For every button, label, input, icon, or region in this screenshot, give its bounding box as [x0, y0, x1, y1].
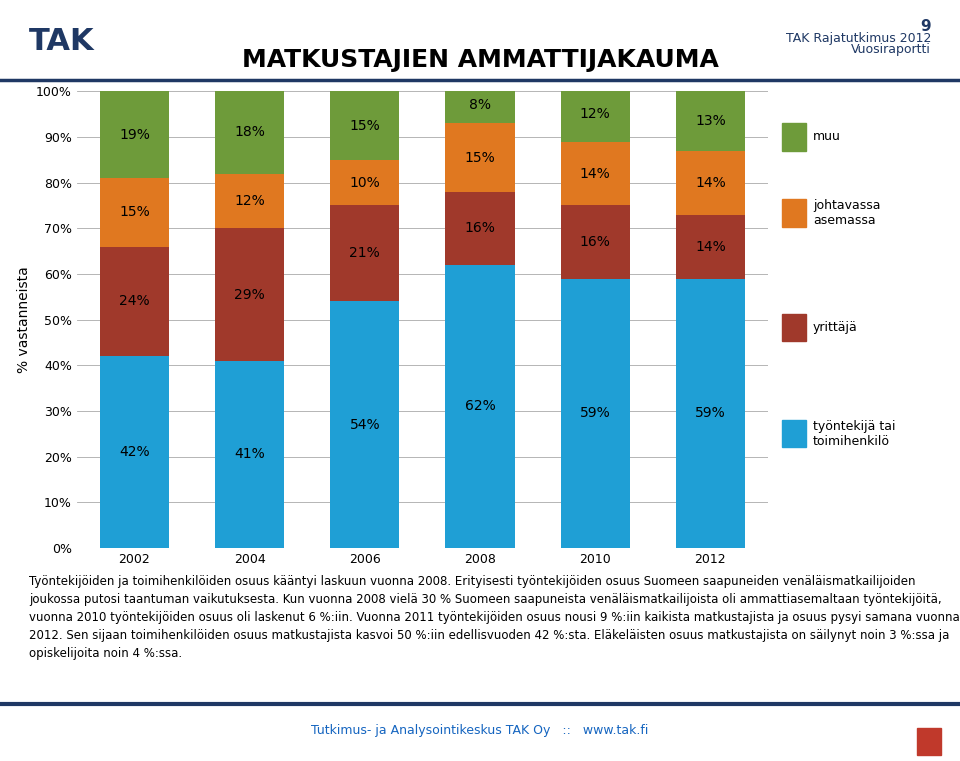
Text: Työntekijöiden ja toimihenkilöiden osuus kääntyi laskuun vuonna 2008. Erityisest: Työntekijöiden ja toimihenkilöiden osuus… [29, 575, 960, 660]
Text: 59%: 59% [695, 406, 726, 420]
Text: 12%: 12% [580, 107, 611, 121]
Text: 24%: 24% [119, 295, 150, 308]
Bar [100, 247, 169, 356]
Bar [215, 228, 284, 361]
Text: MATKUSTAJIEN AMMATTIJAKAUMA: MATKUSTAJIEN AMMATTIJAKAUMA [242, 48, 718, 72]
Text: johtavassa
asemassa: johtavassa asemassa [813, 199, 880, 227]
Text: 18%: 18% [234, 126, 265, 139]
Text: 59%: 59% [580, 406, 611, 420]
Bar [330, 301, 399, 548]
Bar [330, 160, 399, 205]
Bar [100, 356, 169, 548]
Bar [561, 142, 630, 205]
Text: 14%: 14% [695, 176, 726, 189]
Bar [445, 123, 515, 192]
Text: yrittäjä: yrittäjä [813, 320, 858, 334]
Text: 62%: 62% [465, 400, 495, 413]
Text: työntekijä tai
toimihenkilö: työntekijä tai toimihenkilö [813, 420, 896, 447]
Text: 15%: 15% [119, 205, 150, 219]
Text: 15%: 15% [349, 119, 380, 132]
Text: 42%: 42% [119, 445, 150, 459]
Bar [215, 174, 284, 228]
Text: 9: 9 [921, 19, 931, 34]
Bar [445, 265, 515, 548]
Text: 29%: 29% [234, 288, 265, 301]
Bar [676, 215, 745, 279]
Y-axis label: % vastanneista: % vastanneista [16, 266, 31, 373]
Bar [676, 151, 745, 215]
Text: 16%: 16% [465, 221, 495, 235]
Bar [330, 205, 399, 301]
Text: Tutkimus- ja Analysointikeskus TAK Oy   ::   www.tak.fi: Tutkimus- ja Analysointikeskus TAK Oy ::… [311, 724, 649, 737]
Text: 14%: 14% [695, 240, 726, 253]
Text: TAK: TAK [29, 27, 94, 56]
Text: 41%: 41% [234, 447, 265, 461]
Text: 10%: 10% [349, 176, 380, 189]
Bar [330, 91, 399, 160]
Bar [215, 361, 284, 548]
Text: Vuosiraportti: Vuosiraportti [852, 43, 931, 56]
Text: muu: muu [813, 130, 841, 144]
Text: 21%: 21% [349, 247, 380, 260]
Text: 8%: 8% [469, 98, 491, 112]
Bar [445, 192, 515, 265]
Text: 15%: 15% [465, 151, 495, 164]
Text: 54%: 54% [349, 418, 380, 431]
Text: 12%: 12% [234, 194, 265, 208]
Bar [676, 91, 745, 151]
Text: 16%: 16% [580, 235, 611, 249]
Bar [445, 87, 515, 123]
Bar [561, 205, 630, 279]
Text: TAK Rajatutkimus 2012: TAK Rajatutkimus 2012 [786, 32, 931, 45]
Text: 19%: 19% [119, 128, 150, 142]
Text: 14%: 14% [580, 167, 611, 180]
Bar [561, 279, 630, 548]
Bar [100, 91, 169, 178]
Bar [100, 178, 169, 247]
Bar [676, 279, 745, 548]
Bar [215, 91, 284, 174]
Text: 13%: 13% [695, 114, 726, 128]
Bar [561, 87, 630, 142]
